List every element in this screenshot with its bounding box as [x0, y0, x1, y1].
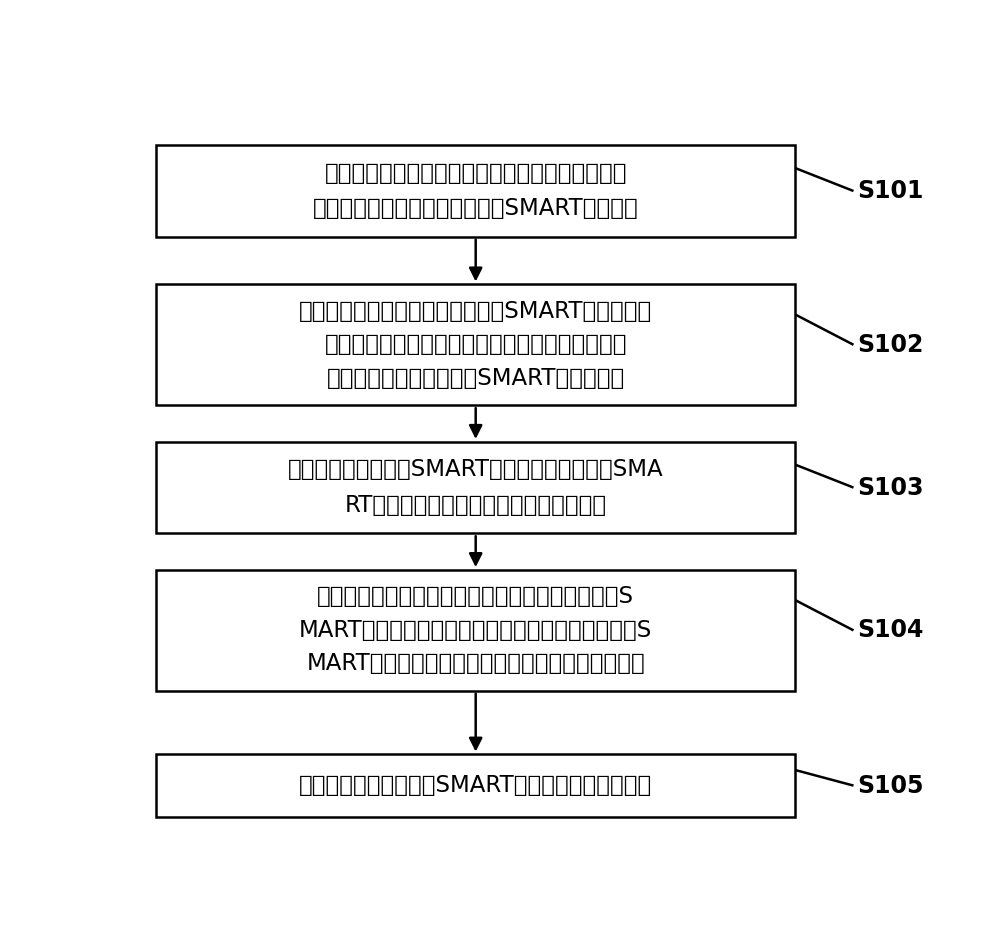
Text: S103: S103 [857, 476, 924, 499]
Text: 根据每种属性对应的基线值，确定基于时间序列的S: 根据每种属性对应的基线值，确定基于时间序列的S [317, 585, 634, 609]
Text: S101: S101 [857, 179, 924, 203]
Text: MART属性值集合中的异常值，根据基于时间序列的S: MART属性值集合中的异常值，根据基于时间序列的S [299, 619, 652, 642]
Text: S105: S105 [857, 773, 924, 798]
Bar [156, 570, 795, 690]
Text: 按照预设时间间隔，采集分布式存储系统中的多个: 按照预设时间间隔，采集分布式存储系统中的多个 [324, 162, 627, 184]
Text: 的同一种属性的属性值映射至该属性的预设范围区: 的同一种属性的属性值映射至该属性的预设范围区 [324, 333, 627, 357]
Text: 间，得到基于时间序列的SMART属性值集合: 间，得到基于时间序列的SMART属性值集合 [327, 367, 625, 390]
Text: MART属性值集合中的异常值，确定第一类异常磁盘: MART属性值集合中的异常值，确定第一类异常磁盘 [306, 652, 645, 675]
Text: 根据基于时间序列的SMART属性值集合，确定该SMA: 根据基于时间序列的SMART属性值集合，确定该SMA [288, 458, 664, 481]
Bar [156, 754, 795, 817]
Bar [156, 146, 795, 237]
Text: 展示第一类异常磁盘的SMART属性值和磁盘位置信息: 展示第一类异常磁盘的SMART属性值和磁盘位置信息 [299, 774, 652, 797]
Text: 磁盘的自我监测分析与报告技术SMART属性数据: 磁盘的自我监测分析与报告技术SMART属性数据 [313, 197, 639, 220]
Text: RT属性值集合中的每种属性对应的基线值: RT属性值集合中的每种属性对应的基线值 [345, 494, 607, 516]
Text: 将预设时间段内采集到的各磁盘的SMART属性数据中: 将预设时间段内采集到的各磁盘的SMART属性数据中 [299, 300, 652, 322]
Bar [156, 442, 795, 534]
Bar [156, 284, 795, 405]
Text: S102: S102 [857, 333, 924, 357]
Text: S104: S104 [857, 618, 924, 642]
